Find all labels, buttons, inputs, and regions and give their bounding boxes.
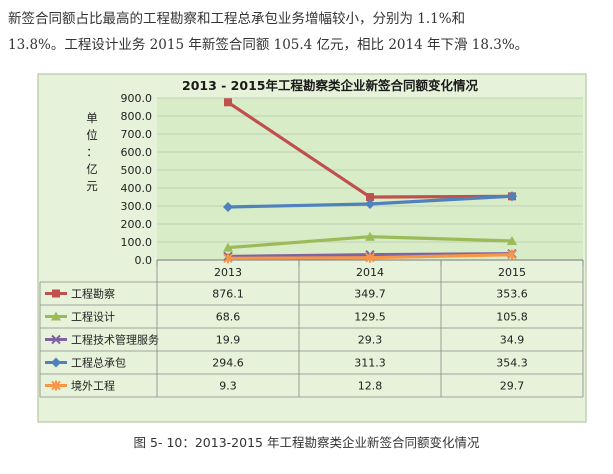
x-tick-label: 2015 [498, 266, 526, 279]
series-marker [507, 235, 517, 245]
series-marker [365, 198, 375, 209]
legend-key-marker [52, 289, 60, 298]
y-tick-label: 800.0 [121, 110, 153, 123]
series-marker [365, 231, 375, 241]
y-axis-label-char: 位 [86, 128, 98, 142]
y-tick-labels: 0.0 100.0 200.0 300.0 400.0 500.0 600.0 700.0 80… [121, 92, 153, 267]
y-axis-label: 单位 ： 亿元 [86, 111, 98, 193]
data-label: 294.6 [212, 357, 244, 370]
data-label: 9.3 [219, 380, 237, 393]
y-tick-label: 100.0 [121, 236, 153, 249]
data-label: 349.7 [354, 288, 386, 301]
y-tick-label: 400.0 [121, 182, 153, 195]
data-label: 68.6 [216, 311, 241, 324]
data-label: 29.3 [358, 334, 383, 347]
series-layer [223, 98, 517, 264]
data-label: 105.8 [496, 311, 528, 324]
data-table: 2013 2014 2015 工程勘察 876.1 349.7 353.6 工程设计 68.6 1… [39, 260, 584, 398]
x-tick-label: 2014 [356, 266, 384, 279]
chart-title: 2013 - 2015年工程勘察类企业新签合同额变化情况 [182, 78, 478, 93]
legend-key-marker [51, 334, 61, 345]
x-tick-label: 2013 [214, 266, 242, 279]
series-marker [223, 253, 233, 264]
data-label: 311.3 [354, 357, 386, 370]
y-axis-label-char: 亿 [86, 162, 98, 176]
data-label: 12.8 [358, 380, 383, 393]
legend-series-name: 工程总承包 [71, 356, 126, 370]
series-marker [366, 193, 374, 202]
y-tick-label: 0.0 [135, 254, 153, 267]
intro-line-1: 新签合同额占比最高的工程勘察和工程总承包业务增幅较小，分别为 1.1%和 [8, 11, 466, 27]
legend-key-marker [51, 311, 61, 321]
series-marker [365, 252, 375, 263]
series-marker [507, 249, 517, 260]
data-label: 34.9 [500, 334, 525, 347]
figure-caption: 图 5- 10：2013-2015 年工程勘察类企业新签合同额变化情况 [133, 435, 480, 450]
y-tick-label: 300.0 [121, 200, 153, 213]
legend-key-marker [51, 357, 61, 368]
series-marker [224, 98, 232, 107]
legend-series-name: 工程勘察 [71, 287, 115, 301]
legend-series-name: 工程技术管理服务 [71, 333, 159, 347]
data-label: 876.1 [212, 288, 244, 301]
y-tick-label: 700.0 [121, 128, 153, 141]
intro-text: 新签合同额占比最高的工程勘察和工程总承包业务增幅较小，分别为 1.1%和 13.… [8, 6, 608, 58]
legend-series-name: 工程设计 [71, 311, 115, 324]
series-marker [507, 191, 517, 202]
y-axis-label-char: 元 [86, 179, 98, 193]
data-label: 353.6 [496, 288, 528, 301]
data-label: 29.7 [500, 380, 525, 393]
data-label: 19.9 [216, 334, 241, 347]
y-axis-label-char: 单 [86, 111, 98, 125]
series-marker [223, 242, 233, 252]
y-axis-label-char: ： [86, 145, 98, 159]
data-label: 129.5 [354, 311, 386, 324]
y-tick-label: 600.0 [121, 146, 153, 159]
y-tick-label: 200.0 [121, 218, 153, 231]
y-tick-label: 500.0 [121, 164, 153, 177]
legend-key-marker [51, 380, 61, 391]
data-label: 354.3 [496, 357, 528, 370]
chart-figure: 2013 - 2015年工程勘察类企业新签合同额变化情况 单位 ： 亿元 0.0 10… [37, 73, 587, 423]
y-tick-label: 900.0 [121, 92, 153, 105]
intro-line-2: 13.8%。工程设计业务 2015 年新签合同额 105.4 亿元，相比 201… [8, 37, 529, 53]
legend-series-name: 境外工程 [71, 379, 115, 393]
series-marker [223, 201, 233, 212]
